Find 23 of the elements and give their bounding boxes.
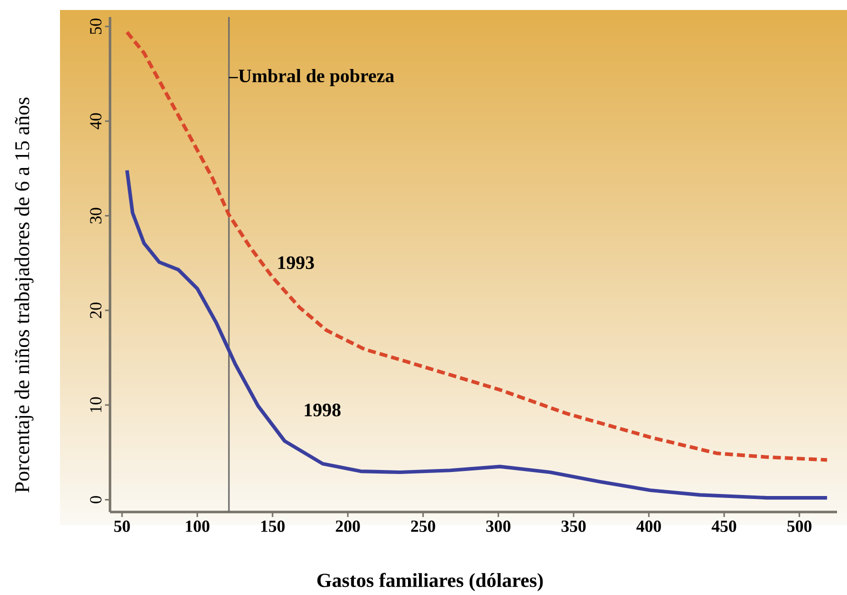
x-tick-label: 400 bbox=[636, 520, 661, 532]
y-tick-label: 50 bbox=[90, 18, 102, 34]
y-axis-title: Porcentaje de niños trabajadores de 6 a 15 años bbox=[14, 98, 34, 492]
series-label: 1998 bbox=[304, 404, 341, 416]
ref-line-label: Umbral de pobreza bbox=[238, 68, 394, 86]
x-tick-label: 150 bbox=[261, 520, 285, 532]
y-tick-label: 40 bbox=[90, 113, 102, 130]
x-tick-label: 50 bbox=[114, 520, 130, 532]
x-tick-label: 100 bbox=[186, 520, 210, 532]
line-series bbox=[125, 30, 829, 462]
y-tick-label: 0 bbox=[90, 496, 102, 504]
x-tick-label: 350 bbox=[562, 520, 586, 532]
line-series bbox=[125, 168, 829, 500]
y-tick-label: 30 bbox=[90, 208, 102, 224]
y-tick-label: 20 bbox=[90, 302, 102, 318]
x-tick-label: 300 bbox=[486, 520, 510, 532]
series-label: 1993 bbox=[278, 256, 314, 270]
y-tick-label: 10 bbox=[90, 397, 102, 412]
x-tick-label: 250 bbox=[411, 520, 436, 532]
x-tick-label: 500 bbox=[787, 520, 812, 532]
x-tick-label: 450 bbox=[712, 520, 736, 532]
x-tick-label: 200 bbox=[336, 520, 360, 532]
x-axis-title: Gastos familiares (dólares) bbox=[317, 572, 543, 592]
